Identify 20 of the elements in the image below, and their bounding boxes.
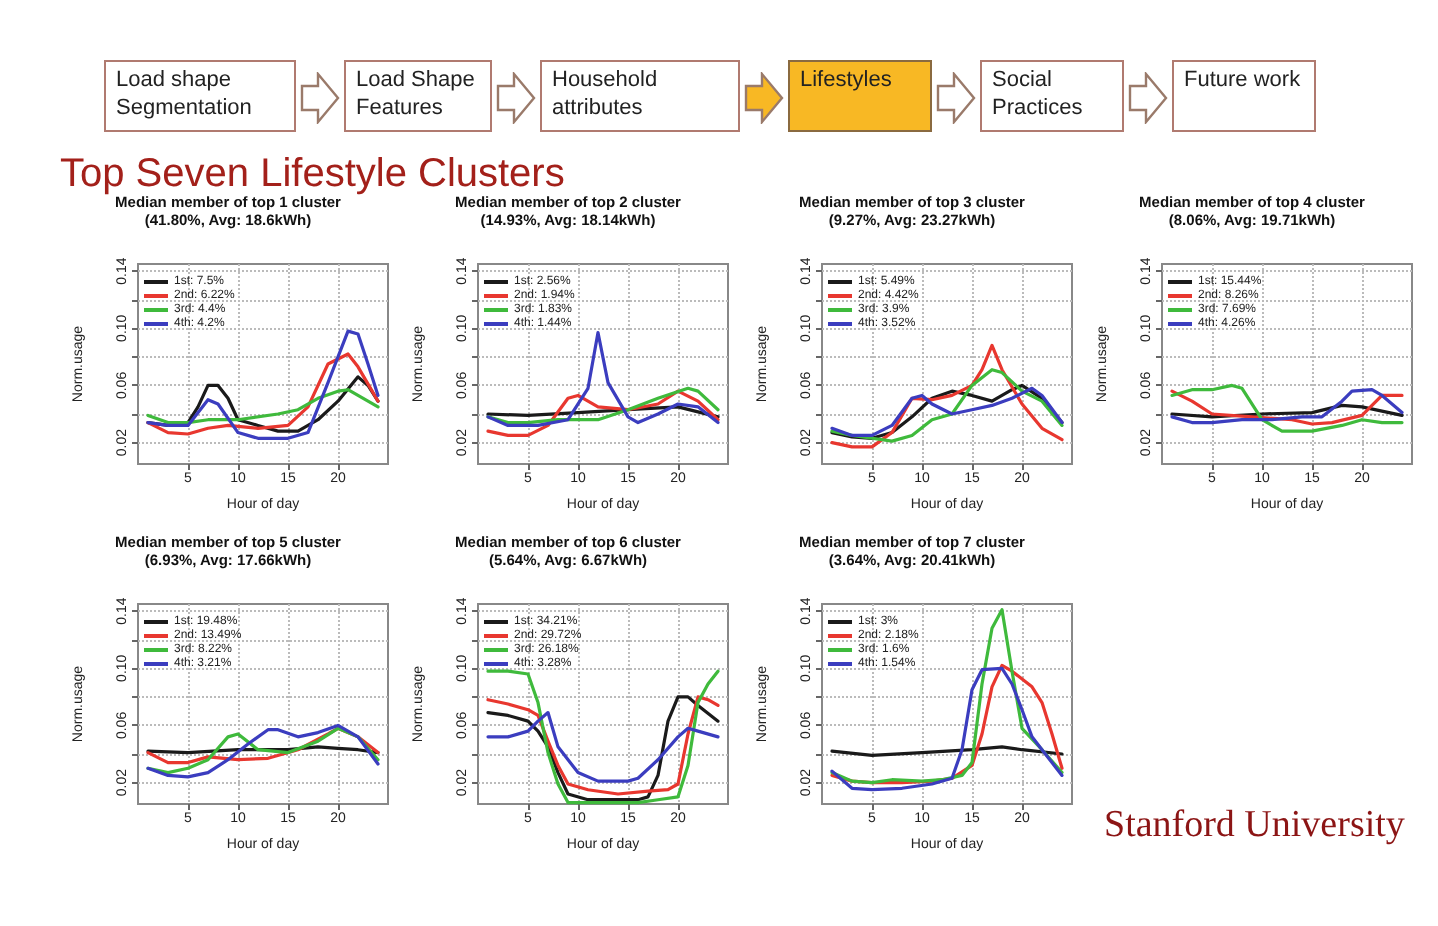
line-series <box>486 669 720 805</box>
line-series <box>830 368 1064 443</box>
text: Top Seven Lifestyle Clusters <box>60 152 565 196</box>
text: Load shape Segmentation <box>104 60 296 132</box>
line-series <box>830 343 1064 449</box>
line-series <box>486 710 720 783</box>
text: Household attributes <box>540 60 740 132</box>
text: Lifestyles <box>788 60 932 132</box>
text: Social Practices <box>980 60 1124 132</box>
line-series <box>486 389 720 438</box>
line-series <box>146 329 380 440</box>
text: Future work <box>1172 60 1316 132</box>
line-series <box>146 726 380 765</box>
text: Stanford University <box>1104 804 1405 848</box>
line-series <box>146 352 380 436</box>
line-series <box>486 330 720 428</box>
line-series <box>830 608 1064 785</box>
line-series <box>486 386 720 425</box>
line-series <box>146 388 380 425</box>
text: Load Shape Features <box>344 60 492 132</box>
